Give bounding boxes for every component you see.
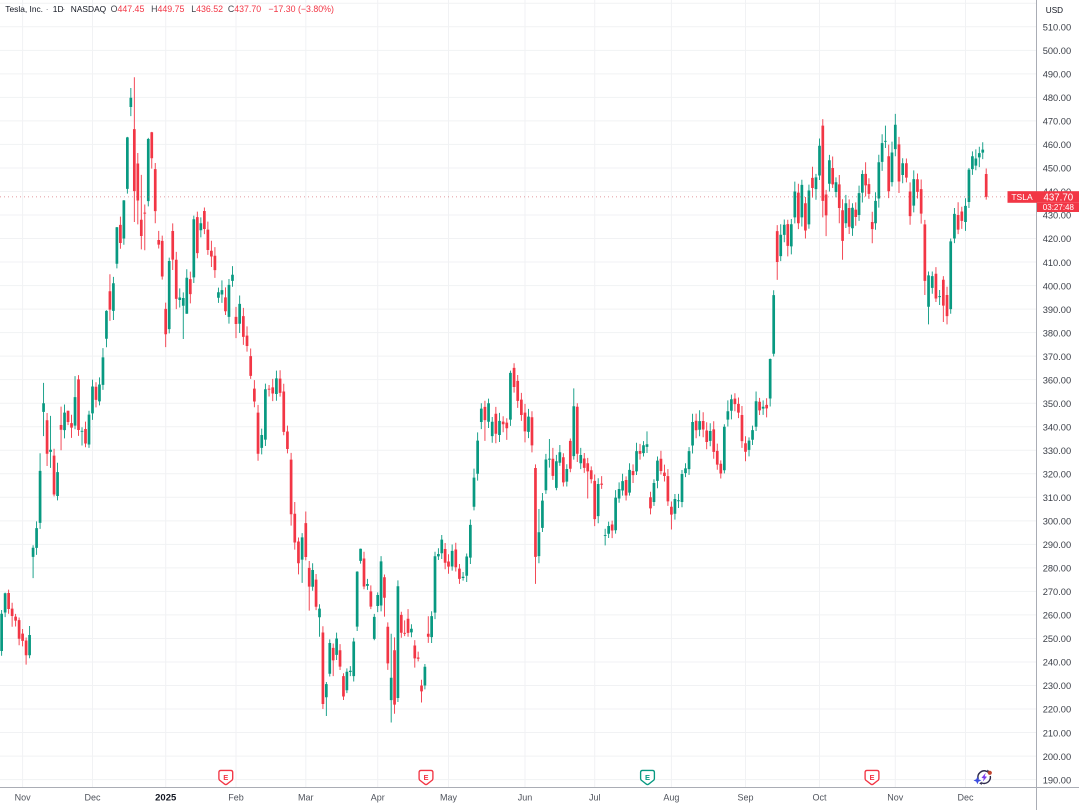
svg-text:Tesla, Inc.·1D·NASDAQ: Tesla, Inc. · 1D· NASDAQ	[5, 4, 106, 14]
svg-text:Sep: Sep	[737, 792, 753, 802]
svg-text:E: E	[423, 773, 428, 782]
svg-text:437.70: 437.70	[1044, 192, 1074, 203]
svg-text:E: E	[645, 773, 650, 782]
svg-text:390.00: 390.00	[1043, 305, 1071, 315]
svg-text:Dec: Dec	[957, 792, 974, 802]
svg-text:E: E	[223, 773, 228, 782]
svg-text:230.00: 230.00	[1043, 681, 1071, 691]
svg-text:TSLA: TSLA	[1011, 192, 1033, 202]
svg-text:190.00: 190.00	[1043, 775, 1071, 785]
svg-text:210.00: 210.00	[1043, 728, 1071, 738]
svg-text:250.00: 250.00	[1043, 634, 1071, 644]
svg-text:450.00: 450.00	[1043, 164, 1071, 174]
svg-text:370.00: 370.00	[1043, 352, 1071, 362]
svg-text:510.00: 510.00	[1043, 23, 1071, 33]
svg-text:Apr: Apr	[371, 792, 385, 802]
svg-text:290.00: 290.00	[1043, 540, 1071, 550]
svg-text:480.00: 480.00	[1043, 93, 1071, 103]
svg-text:220.00: 220.00	[1043, 705, 1071, 715]
svg-text:270.00: 270.00	[1043, 587, 1071, 597]
svg-text:Jun: Jun	[518, 792, 533, 802]
svg-text:280.00: 280.00	[1043, 564, 1071, 574]
svg-text:Aug: Aug	[663, 792, 679, 802]
svg-text:410.00: 410.00	[1043, 258, 1071, 268]
svg-text:460.00: 460.00	[1043, 140, 1071, 150]
svg-text:2025: 2025	[155, 792, 177, 803]
svg-text:340.00: 340.00	[1043, 422, 1071, 432]
svg-text:E: E	[869, 773, 874, 782]
svg-text:330.00: 330.00	[1043, 446, 1071, 456]
svg-text:320.00: 320.00	[1043, 469, 1071, 479]
svg-text:Nov: Nov	[15, 792, 32, 802]
svg-text:420.00: 420.00	[1043, 234, 1071, 244]
svg-text:500.00: 500.00	[1043, 46, 1071, 56]
svg-text:Feb: Feb	[228, 792, 244, 802]
svg-text:03:27:48: 03:27:48	[1043, 203, 1075, 212]
svg-text:430.00: 430.00	[1043, 211, 1071, 221]
svg-text:400.00: 400.00	[1043, 281, 1071, 291]
svg-text:380.00: 380.00	[1043, 328, 1071, 338]
svg-text:Mar: Mar	[298, 792, 314, 802]
svg-text:470.00: 470.00	[1043, 117, 1071, 127]
svg-text:200.00: 200.00	[1043, 752, 1071, 762]
svg-text:490.00: 490.00	[1043, 70, 1071, 80]
svg-text:300.00: 300.00	[1043, 517, 1071, 527]
svg-text:USD: USD	[1046, 6, 1063, 15]
svg-text:Dec: Dec	[84, 792, 101, 802]
svg-text:Jul: Jul	[589, 792, 601, 802]
svg-text:350.00: 350.00	[1043, 399, 1071, 409]
svg-text:May: May	[440, 792, 458, 802]
svg-text:Nov: Nov	[887, 792, 904, 802]
svg-text:310.00: 310.00	[1043, 493, 1071, 503]
svg-text:Oct: Oct	[812, 792, 827, 802]
svg-text:360.00: 360.00	[1043, 375, 1071, 385]
svg-text:260.00: 260.00	[1043, 611, 1071, 621]
svg-text:240.00: 240.00	[1043, 658, 1071, 668]
